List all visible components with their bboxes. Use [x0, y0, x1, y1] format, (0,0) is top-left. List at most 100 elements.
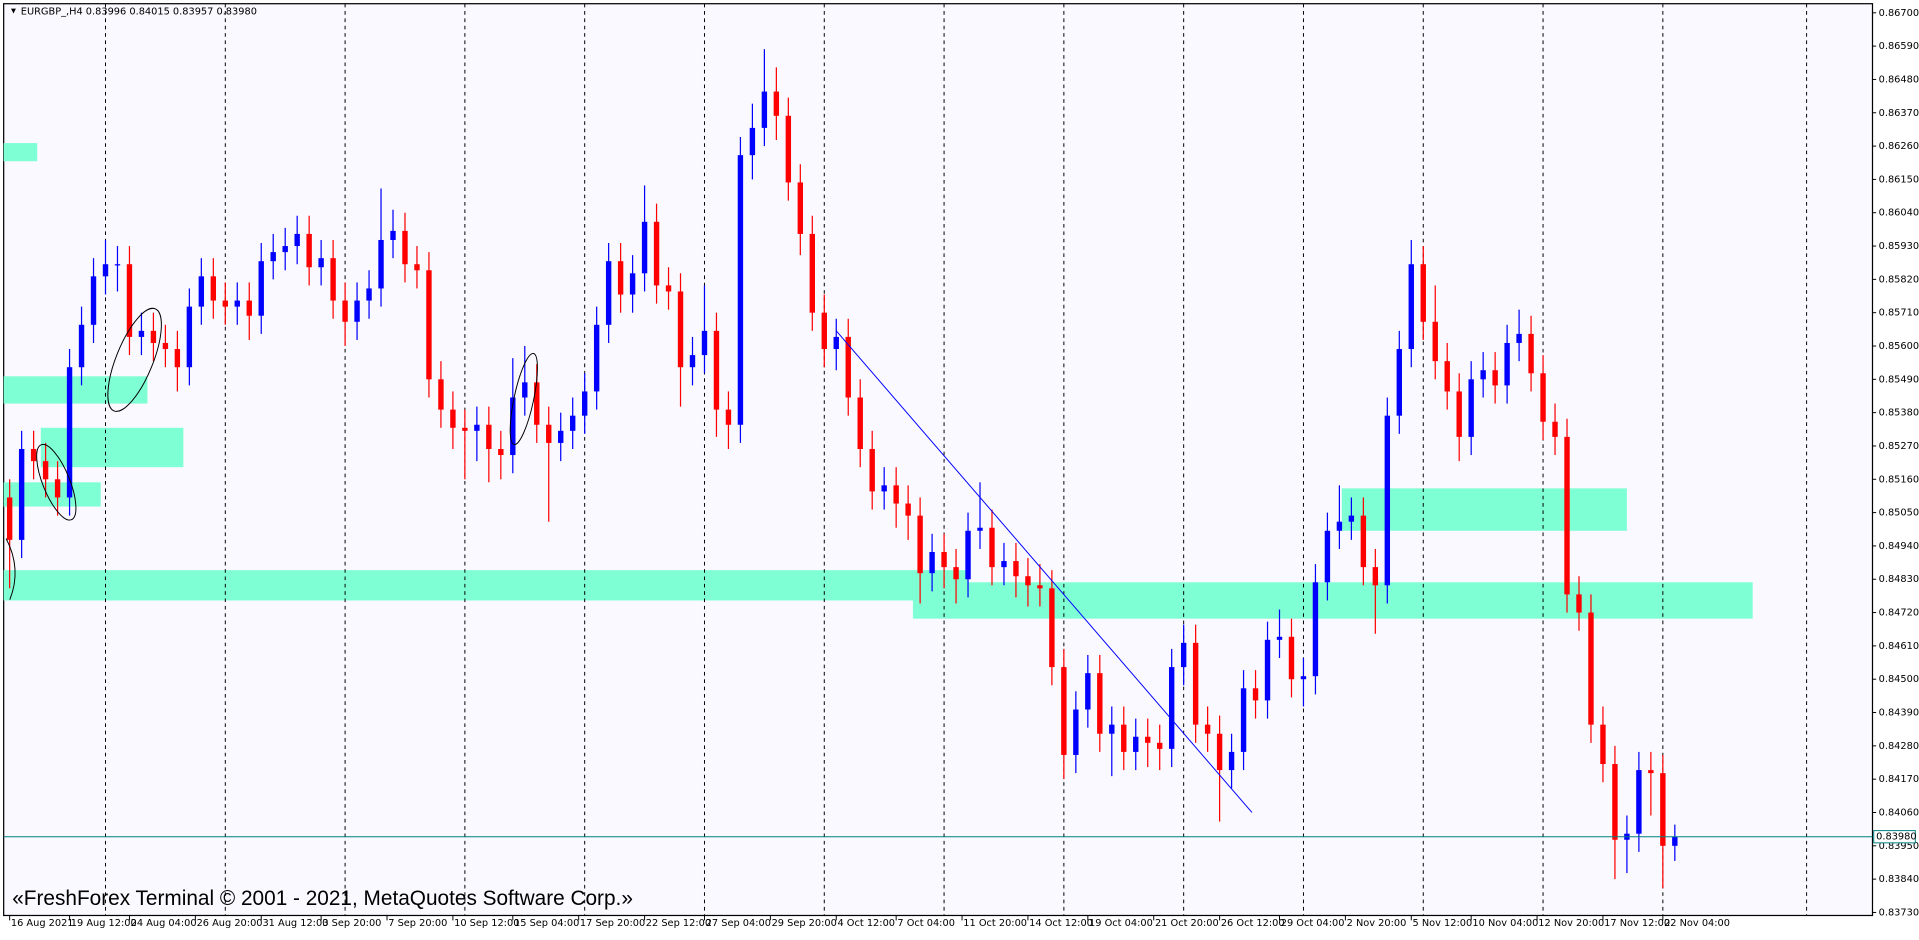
- candle-body: [1636, 770, 1642, 834]
- x-tick-label: 3 Sep 20:00: [322, 918, 381, 929]
- candle-body: [797, 182, 804, 234]
- candle-body: [258, 261, 264, 316]
- candle-body: [869, 448, 875, 492]
- candle-body: [414, 264, 420, 271]
- candle-body: [150, 330, 157, 343]
- candle-body: [1001, 561, 1007, 568]
- candle-body: [965, 530, 971, 580]
- menu-arrow[interactable]: [11, 8, 16, 14]
- x-tick-label: 10 Nov 04:00: [1472, 918, 1538, 929]
- candle-body: [1133, 736, 1139, 752]
- candle-body: [318, 258, 324, 268]
- x-tick-label: 22 Sep 12:00: [646, 918, 711, 929]
- candles: [6, 49, 1678, 889]
- y-tick-label: 0.86700: [1879, 8, 1919, 19]
- y-tick-label: 0.86480: [1879, 74, 1919, 85]
- x-tick-label: 17 Sep 20:00: [580, 918, 645, 929]
- candle-body: [773, 91, 780, 116]
- axes: 0.86700 0.86590 0.86480 0.86370 0.86260 0.861…: [9, 8, 1919, 929]
- x-tick-label: 4 Oct 12:00: [837, 918, 895, 929]
- watermark: «FreshForex Terminal © 2001 - 2021, Meta…: [12, 887, 633, 910]
- ellipse: [36, 443, 77, 521]
- candle-body: [1312, 582, 1319, 677]
- candle-body: [162, 342, 169, 350]
- candle-body: [989, 527, 995, 568]
- candle-body: [929, 551, 935, 574]
- candle-body: [114, 264, 121, 266]
- candle-body: [1480, 370, 1486, 380]
- x-tick-label: 17 Nov 12:00: [1604, 918, 1670, 929]
- candle-body: [749, 127, 756, 156]
- candle-body: [1252, 688, 1259, 701]
- candle-body: [1157, 742, 1163, 749]
- y-tick-label: 0.84060: [1879, 807, 1919, 818]
- candle-body: [953, 567, 959, 580]
- x-tick-label: 14 Oct 12:00: [1029, 918, 1093, 929]
- candle-body: [186, 306, 193, 368]
- candle-body: [1348, 515, 1355, 522]
- candle-body: [354, 300, 360, 322]
- candle-body: [1444, 361, 1450, 392]
- candle-body: [1612, 764, 1618, 840]
- candle-body: [42, 461, 49, 480]
- candle-body: [1540, 373, 1546, 422]
- zone: [1341, 488, 1627, 531]
- x-tick-label: 7 Sep 20:00: [388, 918, 447, 929]
- candle-body: [18, 448, 25, 540]
- candle-body: [1204, 724, 1211, 734]
- candle-body: [1420, 264, 1426, 322]
- y-tick-label: 0.84940: [1879, 541, 1919, 552]
- candle-body: [737, 155, 744, 425]
- candle-body: [1228, 751, 1235, 771]
- candle-body: [1300, 676, 1307, 680]
- y-tick-label: 0.85600: [1879, 341, 1919, 352]
- x-tick-label: 29 Oct 04:00: [1281, 918, 1345, 929]
- x-tick-label: 12 Nov 20:00: [1538, 918, 1604, 929]
- candle-body: [198, 276, 205, 307]
- candle-body: [1049, 588, 1055, 668]
- candle-body: [270, 252, 276, 262]
- y-tick-label: 0.85710: [1879, 308, 1919, 319]
- candle-body: [546, 424, 552, 443]
- candle-body: [905, 503, 911, 516]
- candle-body: [1600, 724, 1606, 765]
- candle-body: [1672, 836, 1678, 846]
- candle-body: [438, 379, 444, 410]
- candle-body: [426, 270, 432, 380]
- x-tick-label: 22 Nov 04:00: [1664, 918, 1730, 929]
- candle-body: [581, 391, 588, 416]
- y-tick-label: 0.85270: [1879, 441, 1919, 452]
- ellipse: [107, 307, 162, 412]
- zone: [3, 376, 148, 404]
- y-tick-label: 0.86040: [1879, 208, 1919, 219]
- candle-body: [665, 285, 672, 292]
- candle-body: [593, 324, 600, 392]
- x-tick-label: 29 Sep 20:00: [772, 918, 837, 929]
- candle-body: [222, 300, 228, 307]
- candle-body: [941, 551, 947, 568]
- candle-body: [1121, 724, 1127, 752]
- candle-body: [90, 276, 97, 325]
- candle-body: [629, 273, 636, 295]
- candle-body: [917, 515, 923, 574]
- chart-title: EURGBP_,H4 0.83996 0.84015 0.83957 0.839…: [21, 7, 257, 18]
- candle-body: [390, 230, 396, 240]
- candle-body: [1492, 370, 1498, 386]
- candle-body: [1061, 667, 1067, 755]
- candle-body: [1384, 415, 1391, 586]
- candle-body: [701, 330, 708, 356]
- candle-body: [30, 448, 37, 462]
- candle-body: [1276, 636, 1283, 640]
- candle-body: [54, 479, 61, 498]
- candle-body: [653, 221, 660, 286]
- candle-body: [1564, 436, 1570, 595]
- y-tick-label: 0.85490: [1879, 374, 1919, 385]
- candle-body: [833, 336, 839, 350]
- candle-body: [246, 300, 252, 316]
- candle-body: [881, 485, 887, 492]
- x-tick-label: 31 Aug 12:00: [262, 918, 328, 929]
- candle-body: [378, 239, 384, 289]
- last-price-label: 0.83980: [1876, 832, 1916, 843]
- candle-body: [1145, 736, 1151, 743]
- y-tick-label: 0.84610: [1879, 641, 1919, 652]
